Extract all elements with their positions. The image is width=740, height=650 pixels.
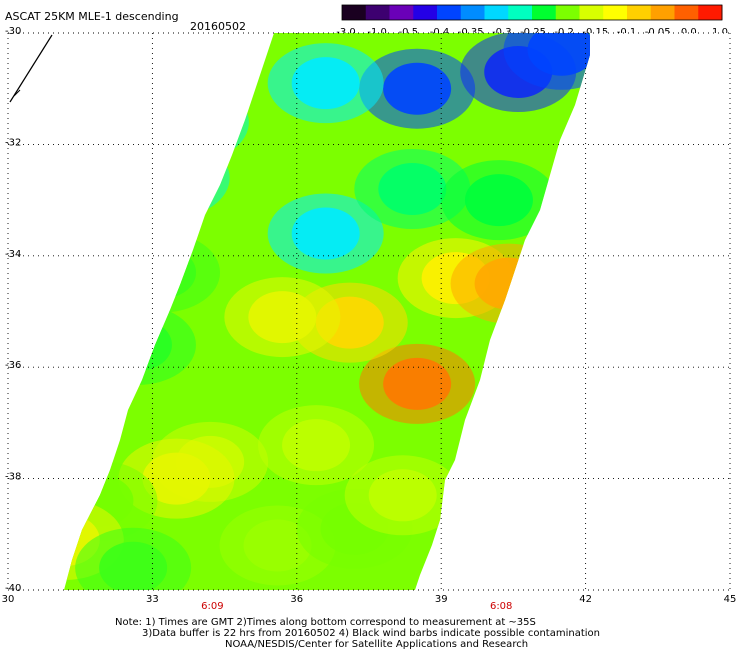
x-tick-label: 39 <box>435 594 448 605</box>
heatmap-blob <box>527 33 590 76</box>
colorbar-label: 0.0 <box>681 27 697 38</box>
colorbar-label: -0.1 <box>617 27 637 38</box>
heatmap-blob <box>291 57 360 110</box>
colorbar-swatch <box>627 5 652 20</box>
heatmap-blob <box>383 62 452 115</box>
colorbar-label: -1.0 <box>367 27 387 38</box>
chart-date: 20160502 <box>190 20 246 33</box>
y-tick-label: -36 <box>5 360 21 371</box>
colorbar-label: -0.3 <box>492 27 512 38</box>
colorbar-swatch <box>555 5 580 20</box>
heatmap-blob <box>142 452 211 505</box>
colorbar-label: -0.5 <box>399 27 419 38</box>
colorbar-label: -3.0 <box>336 27 356 38</box>
colorbar-swatch <box>460 5 485 20</box>
colorbar-label: -0.15 <box>582 27 608 38</box>
heatmap-blob <box>291 207 360 260</box>
pass-time-label: 6:09 <box>201 601 223 612</box>
colorbar-swatch <box>413 5 438 20</box>
heatmap-blob <box>282 419 351 472</box>
y-tick-label: -40 <box>5 583 21 594</box>
colorbar-swatch <box>698 5 723 20</box>
footer-note-line1: Note: 1) Times are GMT 2)Times along bot… <box>115 617 536 628</box>
x-tick-label: 30 <box>2 594 15 605</box>
colorbar-label: -0.25 <box>520 27 546 38</box>
heatmap-blob <box>464 174 533 227</box>
colorbar-labels: -3.0 -1.0 -0.5 -0.4 -0.35 -0.3 -0.25 -0.2 -0.15-… <box>336 27 728 38</box>
colorbar-label: -0.35 <box>458 27 484 38</box>
pass-time-label: 6:08 <box>490 601 512 612</box>
footer-note-line3: NOAA/NESDIS/Center for Satellite Applica… <box>225 639 528 650</box>
footer-note-line2: 3)Data buffer is 22 hrs from 20160502 4)… <box>142 628 600 639</box>
colorbar-swatch <box>650 5 675 20</box>
colorbar-swatch <box>532 5 557 20</box>
pass-times: 6:09 6:08 <box>201 601 512 612</box>
chart-title: ASCAT 25KM MLE-1 descending <box>5 10 179 23</box>
x-tick-label: 36 <box>290 594 303 605</box>
colorbar-swatch <box>342 5 367 20</box>
colorbar-swatch <box>437 5 462 20</box>
colorbar <box>341 4 723 21</box>
colorbar-label: -0.05 <box>645 27 671 38</box>
y-tick-label: -32 <box>5 137 21 148</box>
colorbar-label: -0.4 <box>430 27 450 38</box>
colorbar-label: -0.2 <box>554 27 574 38</box>
colorbar-frame <box>341 4 723 21</box>
heatmap-blob <box>383 357 452 410</box>
x-axis-ticks: 30 33 36 39 42 45 <box>2 594 737 605</box>
colorbar-swatch <box>579 5 604 20</box>
heatmap-blob <box>368 469 437 522</box>
grid-lines <box>7 32 731 591</box>
wind-barb <box>9 34 53 103</box>
y-tick-label: -34 <box>5 249 21 260</box>
wind-barb-flag <box>13 89 21 97</box>
heatmap-blob <box>248 291 317 344</box>
x-tick-label: 45 <box>724 594 737 605</box>
colorbar-swatch <box>508 5 533 20</box>
colorbar-swatch <box>484 5 509 20</box>
x-tick-label: 42 <box>579 594 592 605</box>
heatmap-blob <box>378 162 447 215</box>
y-tick-label: -30 <box>5 26 21 37</box>
y-tick-label: -38 <box>5 472 21 483</box>
y-axis-ticks: -30 -32 -34 -36 -38 -40 <box>5 26 21 594</box>
heatmap-blob <box>99 541 168 590</box>
colorbar-swatch <box>365 5 390 20</box>
heatmap-blob <box>243 519 312 572</box>
colorbar-swatch <box>603 5 628 20</box>
x-tick-label: 33 <box>146 594 159 605</box>
colorbar-swatch <box>389 5 414 20</box>
colorbar-label: 1.0 <box>712 27 728 38</box>
colorbar-swatch <box>674 5 699 20</box>
